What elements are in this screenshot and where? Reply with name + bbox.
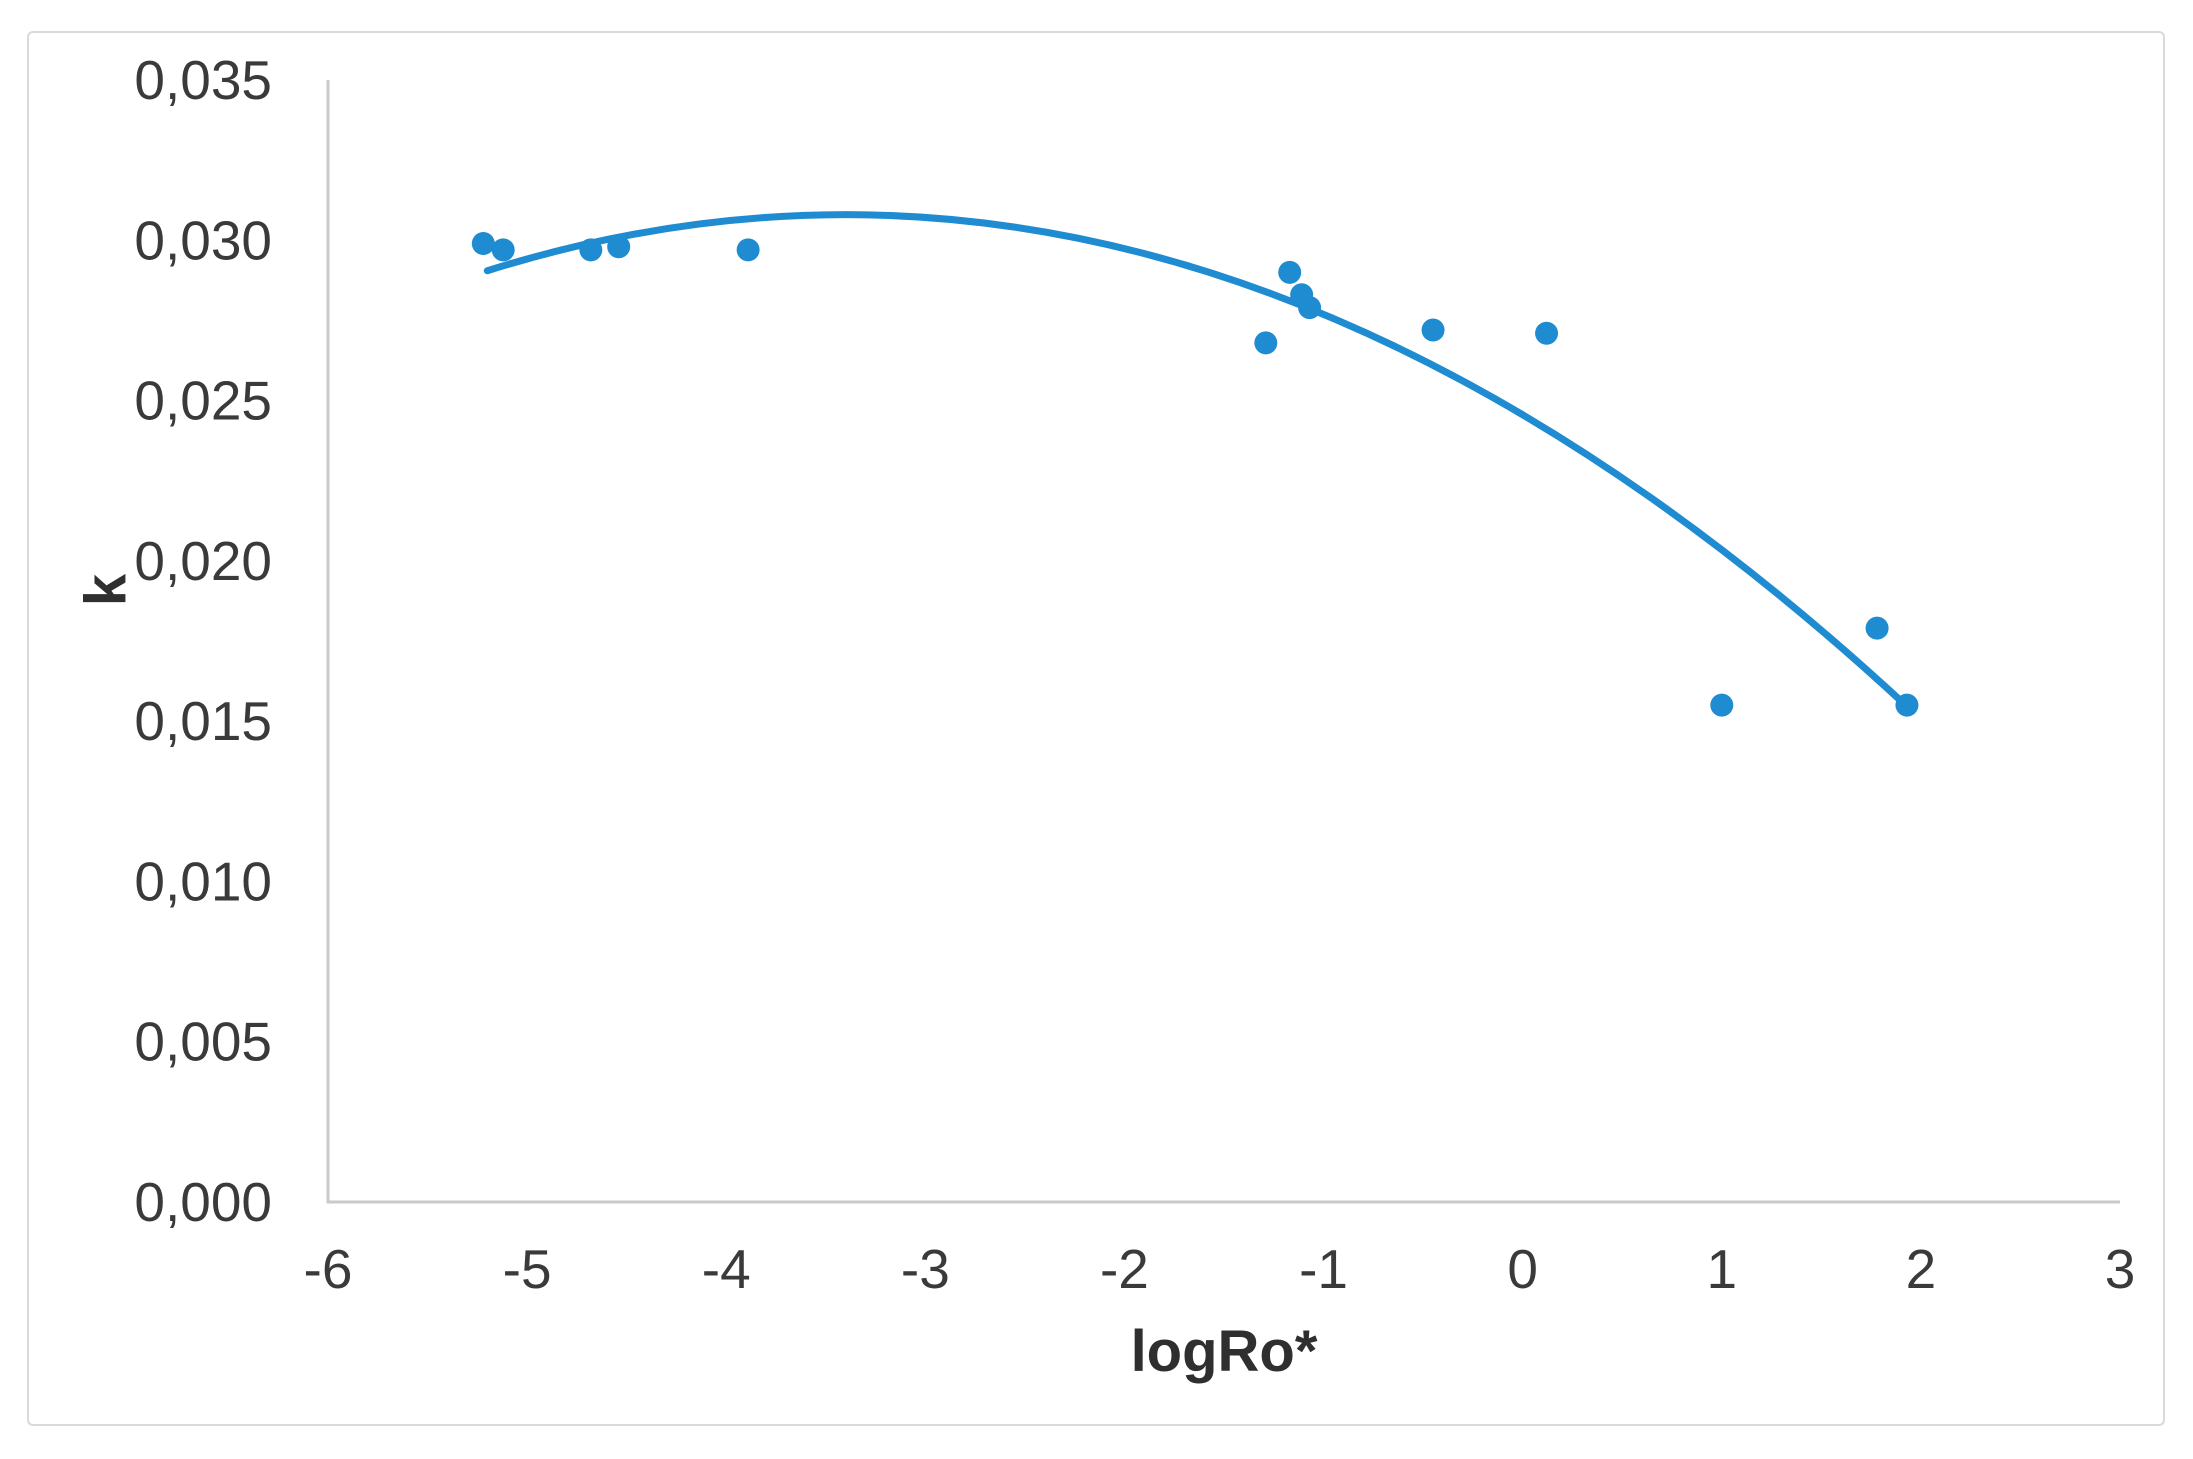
data-point (1298, 296, 1322, 320)
y-tick-label: 0,025 (134, 370, 272, 432)
data-point (736, 238, 760, 262)
y-tick-label: 0,030 (134, 209, 272, 271)
x-axis-title: logRo* (1130, 1319, 1318, 1384)
chart-canvas-border (27, 31, 2165, 1426)
x-tick-label: 2 (1906, 1238, 1937, 1300)
x-tick-label: -4 (702, 1238, 751, 1300)
data-point (491, 238, 515, 262)
trendline-curve (483, 211, 1911, 710)
x-tick-label: -1 (1299, 1238, 1348, 1300)
y-tick-label: 0,005 (134, 1011, 272, 1073)
x-tick-label: -2 (1100, 1238, 1149, 1300)
x-tick-label: -6 (304, 1238, 353, 1300)
data-point (1278, 260, 1302, 284)
y-tick-label: 0,035 (134, 49, 272, 111)
data-point (1535, 321, 1559, 345)
x-tick-label: -3 (901, 1238, 950, 1300)
x-tick-label: 0 (1507, 1238, 1538, 1300)
y-tick-label: 0,010 (134, 850, 272, 912)
data-point (1895, 693, 1919, 717)
data-point (1865, 616, 1889, 640)
data-point (579, 238, 603, 262)
data-point (607, 235, 631, 259)
data-point (471, 231, 495, 255)
data-point (1710, 693, 1734, 717)
data-point (1254, 331, 1278, 355)
y-tick-label: 0,015 (134, 690, 272, 752)
y-tick-label: 0,020 (134, 530, 272, 592)
x-tick-label: -5 (503, 1238, 552, 1300)
x-tick-label: 1 (1706, 1238, 1737, 1300)
x-tick-label: 3 (2105, 1238, 2136, 1300)
data-point (1421, 318, 1445, 342)
y-axis-title: k (73, 573, 139, 607)
y-tick-label: 0,000 (134, 1171, 272, 1233)
